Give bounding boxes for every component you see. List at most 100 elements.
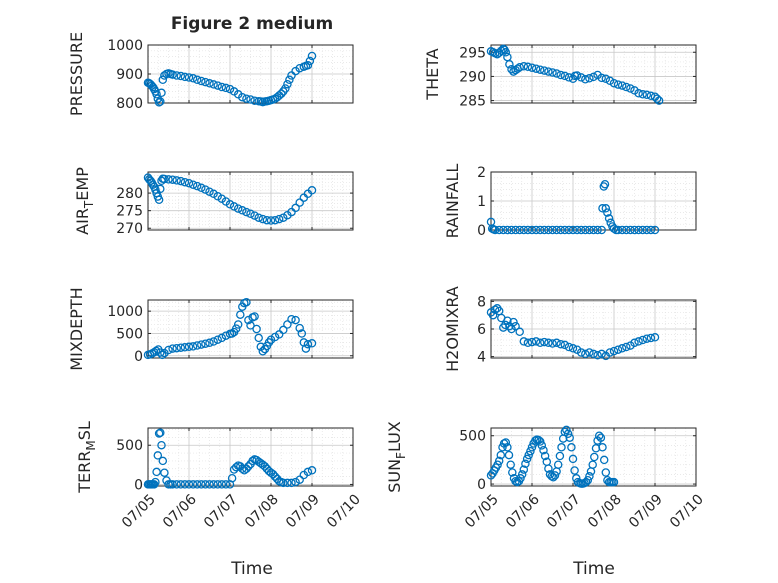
data-point [617,81,627,90]
data-point [154,195,164,205]
data-point [567,443,576,452]
data-point [564,73,574,82]
data-point [180,343,190,352]
data-point [307,51,317,61]
data-point [281,84,290,93]
data-point [168,344,177,353]
data-point [630,338,639,348]
y-tick-label: 0 [477,477,486,493]
data-point [568,344,578,353]
subplot-mixdepth: 0 500 1000 MIXDEPTH [67,287,354,371]
data-point [151,346,161,356]
data-point [184,73,194,82]
data-point [227,473,237,483]
y-tick-label: 0 [134,349,143,365]
data-point [297,329,307,338]
y-tick-label: 4 [477,350,486,366]
data-point [535,338,545,348]
data-point [590,452,599,462]
data-point [553,460,563,469]
y-axis-label-main: PRESSURE [67,32,86,116]
data-point [283,320,292,329]
subplot-pressure: 800 900 1000 PRESSURE [67,32,354,116]
data-point [213,335,222,344]
y-axis-label: MIXDEPTH [67,287,86,370]
y-axis-label-subscript: M [84,440,98,450]
data-point [563,429,573,439]
data-point [252,324,261,334]
data-point [642,225,652,235]
data-point [283,79,292,89]
y-tick-label: 295 [459,45,486,61]
data-point [250,312,259,321]
data-point [160,71,169,80]
data-point [152,90,161,99]
data-point [153,94,163,103]
data-point [581,75,590,84]
data-point [209,480,218,489]
data-point [244,315,253,325]
data-point [594,431,604,440]
data-point [184,178,194,188]
data-point [521,459,530,469]
data-point [303,467,313,477]
data-point [597,349,606,359]
data-point [279,478,288,488]
y-tick-label: 270 [116,221,143,237]
data-point [148,82,158,92]
plot-area [148,428,353,486]
data-point [642,334,652,343]
axes-box [147,299,354,359]
data-point [507,64,516,74]
y-tick-label: 2 [477,165,486,181]
data-point [248,456,257,466]
data-point [503,225,512,235]
data-point [192,480,202,489]
data-point [274,214,284,224]
data-point [213,480,222,489]
data-point [242,207,251,217]
data-point [233,204,243,213]
data-point [509,317,518,327]
data-point [307,339,317,348]
data-point [560,340,570,350]
data-point [622,225,631,235]
data-point [227,329,237,338]
data-point [527,63,537,72]
data-point [552,225,561,235]
data-point [589,225,598,235]
data-point [254,333,263,343]
data-point [188,74,198,83]
data-point [501,438,511,447]
data-point [562,425,571,435]
data-point [630,225,639,235]
y-axis-label: TERRMSL [75,421,98,494]
data-point [156,428,165,437]
data-point [201,339,210,348]
data-point [192,181,202,191]
data-point [556,70,565,80]
data-point [152,467,161,477]
data-point [634,337,643,346]
data-point [598,443,607,452]
data-point [547,472,556,481]
data-point [246,95,255,104]
data-point [158,456,168,466]
data-point [531,337,541,346]
y-axis-label-main: RAINFALL [443,164,462,239]
data-point [508,468,517,477]
y-axis-label-suffix: EMP [73,167,92,201]
data-point [522,454,532,464]
data-point [277,89,286,98]
data-point [523,225,533,235]
data-point [184,480,194,489]
data-point [604,214,614,223]
data-point [572,71,582,80]
data-point [160,174,169,184]
data-point [250,96,259,105]
data-point [622,82,631,92]
y-axis-label-main: THETA [423,48,442,100]
data-point [303,61,313,70]
